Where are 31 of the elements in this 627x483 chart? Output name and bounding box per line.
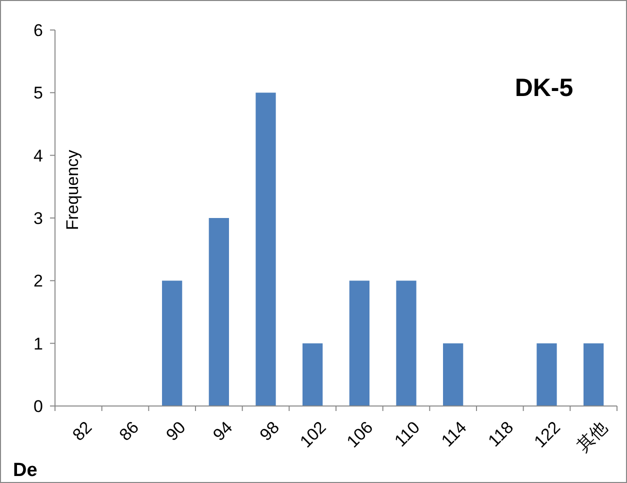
bar xyxy=(349,280,370,406)
text: DK-5 xyxy=(514,74,574,102)
y-tick-label: 2 xyxy=(34,272,43,291)
y-tick-label: 5 xyxy=(34,84,43,103)
y-tick-label: 1 xyxy=(34,334,43,354)
bar xyxy=(302,343,323,406)
x-tick-label: 106 xyxy=(343,418,377,452)
x-tick-label: 94 xyxy=(209,418,236,445)
bar xyxy=(396,280,416,406)
bar xyxy=(162,280,182,406)
x-tick-label: 114 xyxy=(438,418,470,450)
x-tick-label: 122 xyxy=(530,418,564,452)
x-tick-label: 102 xyxy=(296,418,330,452)
x-tick-label: 82 xyxy=(68,418,96,445)
bar xyxy=(443,343,464,406)
y-tick-label: 6 xyxy=(34,20,43,40)
y-axis-title: Frequency xyxy=(63,149,82,230)
bar xyxy=(256,92,276,406)
x-tick-label: 90 xyxy=(162,418,190,445)
y-tick-label: 0 xyxy=(34,396,43,416)
x-tick-label: 118 xyxy=(484,418,518,450)
bar xyxy=(536,343,557,406)
x-tick-label: 86 xyxy=(116,418,142,445)
bar xyxy=(208,218,229,406)
x-axis-title: De xyxy=(13,460,38,481)
x-tick-label: 98 xyxy=(256,418,283,445)
y-tick-label: 3 xyxy=(34,208,43,228)
bar xyxy=(584,343,604,406)
x-tick-label: 110 xyxy=(390,418,424,450)
x-tick-label: 其他 xyxy=(573,418,611,456)
y-tick-label: 4 xyxy=(34,146,43,166)
